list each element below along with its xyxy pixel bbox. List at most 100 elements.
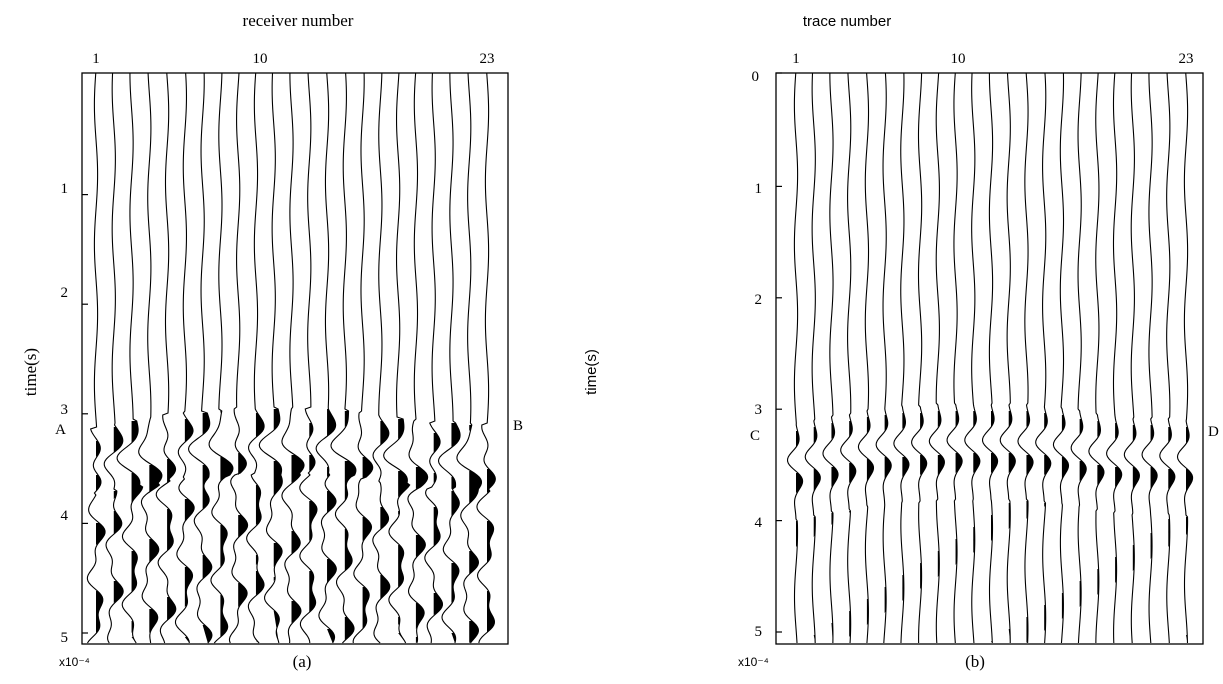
panel-a-ytick-3: 3 [61, 402, 69, 418]
panel-b-trace-13-lobe [1008, 411, 1012, 427]
panel-a-trace-13-lobe [309, 455, 315, 471]
panel-b-trace-18-lobe [1097, 421, 1101, 437]
panel-b-trace-18-lobe [1097, 569, 1099, 595]
panel-b-trace-19-lobe [1115, 557, 1117, 583]
panel-b-marker-C: C [750, 428, 760, 444]
panel-b-trace-7-lobe [902, 575, 904, 601]
panel-b-trace-7 [893, 72, 910, 644]
panel-b-trace-5-lobe [866, 459, 874, 481]
panel-b-trace-14-lobe [1026, 617, 1028, 643]
panel-a-trace-16-lobe [362, 457, 373, 479]
panel-a-frame [81, 72, 509, 645]
panel-b-trace-10-lobe [955, 453, 963, 473]
panel-b-trace-11 [964, 72, 981, 644]
panel-a-trace-14-lobe [327, 559, 337, 583]
panel-a-ytick-1: 1 [61, 181, 69, 197]
panel-a-trace-8-lobe [220, 411, 222, 413]
panel-a-trace-10-lobe [255, 413, 265, 437]
panel-a-trace-23 [476, 72, 496, 644]
panel-b-trace-23 [1176, 72, 1194, 644]
panel-b-trace-9-lobe [937, 411, 941, 427]
panel-b-trace-21-lobe [1150, 467, 1158, 489]
panel-b-trace-4-lobe [849, 511, 851, 513]
panel-b-trace-23-lobe [1186, 517, 1188, 535]
panel-a-traces [81, 72, 509, 645]
panel-b-trace-22-lobe [1168, 469, 1175, 489]
panel-b-trace-3 [822, 73, 839, 644]
panel-a-trace-15 [330, 72, 357, 644]
panel-a-trace-18-lobe [398, 545, 404, 587]
panel-a-trace-10-lobe [255, 641, 260, 643]
panel-a-trace-15-lobe [344, 617, 355, 641]
panel-a-trace-22 [456, 72, 483, 644]
panel-a-trace-13-lobe [309, 571, 316, 613]
panel-b-xtick-0: 0 [752, 69, 760, 85]
panel-b-trace-15-lobe [1044, 503, 1046, 507]
panel-b-trace-3-lobe [831, 623, 833, 643]
panel-a-trace-1-lobe [96, 591, 103, 633]
panel-b-trace-10 [946, 72, 963, 644]
panel-b-trace-4-lobe [849, 421, 853, 437]
panel-b-trace-19-lobe [1115, 467, 1122, 487]
panel-a-trace-20 [424, 72, 444, 644]
panel-b-ytick-5: 5 [755, 624, 763, 640]
panel-a-trace-16-lobe [362, 517, 372, 541]
panel-a-trace-12 [281, 72, 305, 644]
panel-a-trace-7-lobe [202, 555, 212, 579]
panel-a-trace-3-lobe [131, 637, 137, 643]
panel-b-trace-23-lobe [1186, 469, 1193, 491]
panel-a-trace-1 [86, 72, 106, 644]
panel-b-trace-9 [928, 72, 945, 644]
panel-b-trace-13-lobe [1008, 503, 1011, 529]
panel-b-trace-16 [1052, 72, 1070, 644]
panel-b-trace-2-lobe [813, 469, 821, 491]
panel-a-trace-6-lobe [184, 499, 195, 521]
panel-a-trace-7 [187, 72, 213, 644]
panel-b-trace-5-lobe [866, 599, 869, 625]
panel-a-trace-10-lobe [255, 485, 262, 525]
panel-a-trace-7-lobe [202, 465, 210, 509]
panel-b-ytick-3: 3 [755, 402, 763, 418]
panel-b-trace-1-lobe [796, 431, 800, 447]
panel-a-trace-5-lobe [167, 509, 174, 551]
panel-a-trace-10-lobe [255, 555, 258, 565]
panel-a-trace-21 [437, 72, 461, 644]
panel-a-xtick-1: 1 [92, 51, 100, 67]
panel-a-trace-6-lobe [184, 567, 193, 607]
panel-a-trace-1-lobe [96, 441, 101, 457]
panel-b-trace-11-lobe [973, 411, 977, 427]
panel-a-trace-18-lobe [398, 471, 410, 497]
panel-a-trace-3-lobe [131, 551, 138, 593]
panel-a-trace-9 [228, 72, 249, 644]
panel-b-trace-8-lobe [920, 563, 922, 589]
panel-a-trace-19-lobe [415, 535, 426, 557]
panel-b-xtick-10: 10 [951, 51, 966, 67]
panel-b-trace-1 [786, 72, 804, 644]
panel-a-trace-3-lobe [131, 421, 139, 443]
panel-b-caption: (b) [965, 652, 985, 671]
panel-a-trace-2-lobe [113, 511, 122, 535]
panel-a-trace-5-lobe [167, 597, 176, 621]
panel-b-trace-4 [840, 72, 857, 644]
panel-a-trace-2-lobe [113, 427, 123, 453]
panel-b-trace-17-lobe [1079, 581, 1082, 607]
panel-a-trace-9-lobe [238, 515, 248, 537]
panel-a-trace-11-lobe [273, 461, 283, 495]
panel-b-trace-2-lobe [813, 517, 816, 537]
panel-a-marker-B: B [513, 418, 523, 434]
panel-a-trace-22-lobe [469, 471, 482, 503]
panel-b-trace-20-lobe [1132, 425, 1136, 441]
panel-b-ytick-1: 1 [755, 181, 763, 197]
panel-a-trace-2-lobe [113, 581, 124, 603]
panel-b-trace-4-lobe [849, 463, 856, 483]
panel-b-trace-23-lobe [1186, 635, 1188, 643]
panel-a-trace-23-lobe [487, 469, 496, 493]
panel-a-trace-12-lobe [291, 455, 305, 483]
panel-b-xtick-1: 1 [792, 51, 800, 67]
panel-b-trace-9-lobe [937, 455, 945, 475]
panel-a-trace-18-lobe [398, 633, 406, 643]
panel-b-trace-16-lobe [1061, 415, 1066, 431]
panel-b-trace-15 [1035, 72, 1052, 644]
panel-b-trace-2 [804, 72, 821, 644]
